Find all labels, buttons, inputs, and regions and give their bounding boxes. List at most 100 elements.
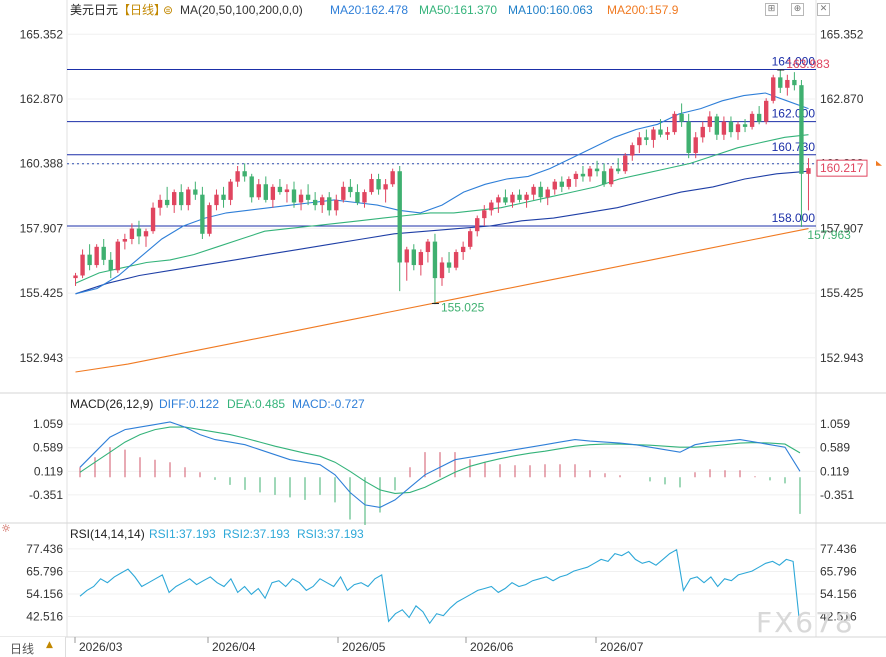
candle-body <box>164 199 170 206</box>
candle-body <box>785 79 790 88</box>
candle-body <box>157 199 163 208</box>
candle-body <box>376 179 381 190</box>
rsi-panel: 77.436 77.436 65.796 65.796 54.156 54.156 42.5… <box>26 542 857 627</box>
candle-body <box>334 199 339 211</box>
price-tick-left: 162.870 <box>20 92 64 106</box>
level-label: 164.000 <box>772 55 816 69</box>
candle-body <box>637 137 642 146</box>
watermark: FX678 <box>756 606 855 639</box>
rsi3-label: RSI3:37.193 <box>297 527 364 541</box>
horizontal-levels[interactable]: 164.000 162.000 160.730 158.000 <box>67 55 816 227</box>
period-tab-label: 日线 <box>10 642 35 656</box>
triangle-up-icon[interactable]: ▲ <box>46 640 53 650</box>
expand-icon[interactable]: ⊞ <box>765 3 778 16</box>
x-tick-label: 2026/05 <box>342 640 386 654</box>
candle-body <box>580 173 586 177</box>
candle-body <box>418 252 424 266</box>
candle-body <box>298 194 304 203</box>
x-tick-label: 2026/06 <box>470 640 514 654</box>
candle-body <box>115 241 120 271</box>
price-tick-right: 152.943 <box>820 351 864 365</box>
crosshair-icon[interactable]: ⊕ <box>791 3 804 16</box>
period-tab[interactable]: 日线 ▲ <box>0 637 66 657</box>
price-tick-left: 165.352 <box>20 27 64 41</box>
x-axis: 2026/03 2026/04 2026/05 2026/06 2026/07 <box>74 637 644 654</box>
candle-body <box>749 113 755 127</box>
candle-body <box>108 259 113 271</box>
candle-body <box>644 137 649 140</box>
eye-icon[interactable]: ⊜ <box>163 3 173 17</box>
price-tick-right: 165.352 <box>820 27 864 41</box>
candle-body <box>122 239 128 242</box>
ma100-line <box>75 170 809 295</box>
candle-body <box>242 171 247 177</box>
candle-body <box>136 228 142 237</box>
candle-body <box>658 129 663 135</box>
candle-body <box>538 186 543 198</box>
candle-body <box>714 116 720 135</box>
candle-body <box>503 197 508 203</box>
candle-body <box>764 100 769 122</box>
candle-body <box>327 197 332 211</box>
candle-body <box>778 77 783 88</box>
candle-body <box>693 137 698 153</box>
candle-body <box>355 192 360 203</box>
candle-body <box>150 207 156 232</box>
price-tick-left: 160.388 <box>20 157 64 171</box>
candle-body <box>545 189 550 198</box>
candle-body <box>566 179 572 187</box>
candle-body <box>559 181 564 187</box>
candle-body <box>672 113 677 133</box>
rsi-tick-right: 54.156 <box>820 587 857 601</box>
level-label: 158.000 <box>772 211 816 225</box>
price-marker-icon <box>876 160 882 166</box>
rsi-tick-right: 42.516 <box>820 610 857 624</box>
macd-dea-line <box>79 426 801 494</box>
macd-value-label: MACD:-0.727 <box>292 397 365 411</box>
macd-diff-label: DIFF:0.122 <box>159 397 219 411</box>
period-label[interactable]: 【日线】 <box>118 3 166 17</box>
low-annotation: 155.025 <box>441 301 485 315</box>
candle-body <box>735 124 741 133</box>
settings-icon[interactable]: ☼ <box>1 522 11 535</box>
candle-body <box>623 155 628 172</box>
ma200-label: MA200:157.9 <box>607 3 679 17</box>
rsi1-label: RSI1:37.193 <box>149 527 216 541</box>
candle-body <box>510 194 515 203</box>
candle-body <box>186 189 191 206</box>
candle-body <box>496 197 501 203</box>
macd-tick-left: 0.589 <box>33 441 63 455</box>
candle-body <box>348 186 353 193</box>
candle-body <box>263 184 268 200</box>
candle-body <box>700 126 705 138</box>
rsi-tick-left: 77.436 <box>26 542 63 556</box>
price-tick-right: 157.907 <box>820 221 864 235</box>
candle-body <box>453 252 459 268</box>
candle-body <box>270 186 276 200</box>
candle-body <box>728 121 734 133</box>
candle-body <box>630 145 635 156</box>
rsi-title: RSI(14,14,14) <box>70 527 145 541</box>
candle-body <box>665 132 670 135</box>
rsi-tick-left: 42.516 <box>26 610 63 624</box>
close-icon[interactable]: ✕ <box>817 3 830 16</box>
candle-body <box>616 168 621 172</box>
candle-body <box>707 116 712 127</box>
price-tick-left: 157.907 <box>20 221 64 235</box>
candle-body <box>312 199 318 206</box>
candle-body <box>531 186 536 195</box>
candle-body <box>207 205 212 234</box>
macd-panel: 1.059 1.059 0.589 0.589 0.119 0.119 -0.351 -0.3… <box>29 417 854 526</box>
candle-body <box>284 189 290 193</box>
macd-tick-left: 1.059 <box>33 417 63 431</box>
candle-body <box>552 181 557 190</box>
candle-body <box>193 189 198 195</box>
level-label: 160.730 <box>772 140 816 154</box>
candle-body <box>721 121 727 135</box>
macd-tick-right: -0.351 <box>820 488 854 502</box>
price-tick-left: 152.943 <box>20 351 64 365</box>
candle-body <box>87 254 92 266</box>
macd-title: MACD(26,12,9) <box>70 397 153 411</box>
macd-dea-label: DEA:0.485 <box>227 397 285 411</box>
